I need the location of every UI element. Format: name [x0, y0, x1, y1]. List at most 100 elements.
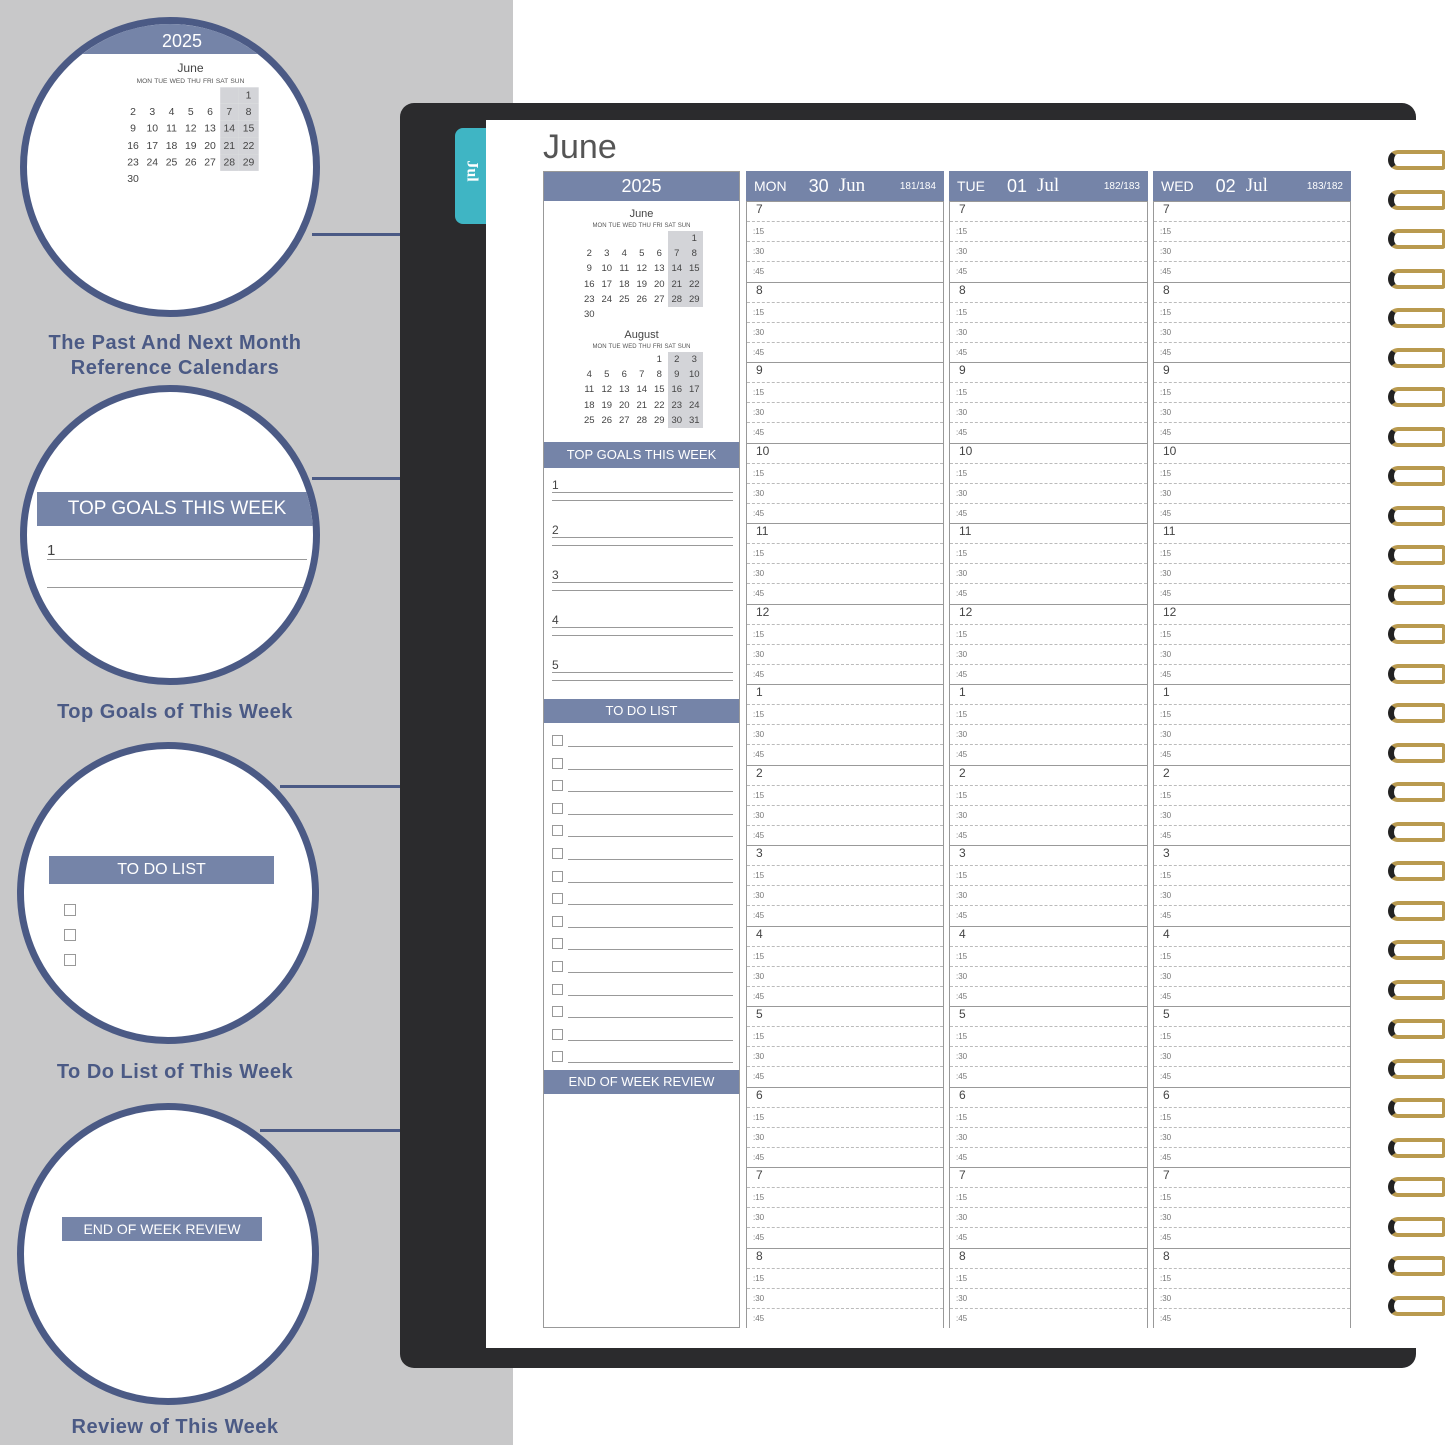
quarter-slot[interactable]: :30 — [950, 1046, 1147, 1066]
hour-slot[interactable]: 12 — [747, 603, 943, 624]
hour-slot[interactable]: 4 — [747, 925, 943, 946]
todo-checkbox[interactable] — [552, 780, 563, 792]
quarter-slot[interactable]: :45 — [747, 824, 943, 845]
quarter-slot[interactable]: :30 — [747, 241, 943, 261]
quarter-slot[interactable]: :30 — [747, 563, 943, 583]
hour-slot[interactable]: 11 — [1154, 523, 1350, 543]
quarter-slot[interactable]: :30 — [1154, 1207, 1350, 1227]
quarter-slot[interactable]: :30 — [747, 482, 943, 503]
todo-line[interactable] — [568, 914, 733, 928]
hour-slot[interactable]: 11 — [747, 523, 943, 543]
quarter-slot[interactable]: :15 — [950, 382, 1147, 402]
quarter-slot[interactable]: :15 — [747, 382, 943, 402]
todo-checkbox[interactable] — [552, 848, 563, 859]
quarter-slot[interactable]: :15 — [1154, 623, 1350, 644]
month-tab[interactable]: Jul — [455, 128, 489, 224]
quarter-slot[interactable]: :45 — [747, 1307, 943, 1328]
quarter-slot[interactable]: :30 — [950, 241, 1147, 261]
quarter-slot[interactable]: :30 — [950, 1287, 1147, 1308]
goal-line[interactable]: 3 — [552, 568, 733, 583]
quarter-slot[interactable]: :15 — [950, 1267, 1147, 1288]
quarter-slot[interactable]: :15 — [747, 1187, 943, 1207]
quarter-slot[interactable]: :15 — [1154, 784, 1350, 805]
quarter-slot[interactable]: :30 — [747, 965, 943, 986]
quarter-slot[interactable]: :45 — [747, 985, 943, 1006]
hour-slot[interactable]: 6 — [950, 1086, 1147, 1107]
quarter-slot[interactable]: :45 — [1154, 1146, 1350, 1167]
hour-slot[interactable]: 9 — [747, 362, 943, 382]
quarter-slot[interactable]: :15 — [1154, 865, 1350, 885]
hour-slot[interactable]: 9 — [1154, 362, 1350, 382]
quarter-slot[interactable]: :30 — [1154, 563, 1350, 583]
quarter-slot[interactable]: :15 — [1154, 1106, 1350, 1127]
quarter-slot[interactable]: :15 — [950, 1026, 1147, 1046]
quarter-slot[interactable]: :15 — [1154, 543, 1350, 563]
todo-line[interactable] — [568, 936, 733, 951]
quarter-slot[interactable]: :30 — [950, 643, 1147, 664]
quarter-slot[interactable]: :15 — [747, 1026, 943, 1046]
quarter-slot[interactable]: :45 — [747, 583, 943, 603]
quarter-slot[interactable]: :45 — [747, 1066, 943, 1086]
todo-checkbox[interactable] — [552, 938, 563, 950]
hour-slot[interactable]: 12 — [950, 603, 1147, 624]
quarter-slot[interactable]: :15 — [747, 865, 943, 885]
hour-slot[interactable]: 4 — [950, 925, 1147, 946]
quarter-slot[interactable]: :15 — [950, 1106, 1147, 1127]
quarter-slot[interactable]: :30 — [1154, 643, 1350, 664]
quarter-slot[interactable]: :30 — [1154, 1046, 1350, 1066]
quarter-slot[interactable]: :30 — [1154, 965, 1350, 986]
hour-slot[interactable]: 8 — [950, 1247, 1147, 1268]
quarter-slot[interactable]: :45 — [747, 1146, 943, 1167]
quarter-slot[interactable]: :30 — [950, 885, 1147, 905]
quarter-slot[interactable]: :45 — [1154, 1066, 1350, 1086]
goal-line[interactable]: 5 — [552, 658, 733, 673]
todo-line[interactable] — [568, 982, 733, 996]
todo-checkbox[interactable] — [552, 735, 563, 746]
quarter-slot[interactable]: :15 — [747, 462, 943, 483]
quarter-slot[interactable]: :45 — [950, 985, 1147, 1006]
todo-line[interactable] — [568, 801, 733, 815]
quarter-slot[interactable]: :30 — [1154, 402, 1350, 422]
hour-slot[interactable]: 12 — [1154, 603, 1350, 624]
quarter-slot[interactable]: :30 — [1154, 482, 1350, 503]
todo-line[interactable] — [568, 823, 733, 838]
quarter-slot[interactable]: :45 — [950, 905, 1147, 925]
quarter-slot[interactable]: :45 — [747, 744, 943, 764]
goal-line[interactable]: 2 — [552, 523, 733, 538]
quarter-slot[interactable]: :30 — [950, 1126, 1147, 1147]
quarter-slot[interactable]: :45 — [1154, 261, 1350, 281]
hour-slot[interactable]: 1 — [1154, 684, 1350, 704]
quarter-slot[interactable]: :15 — [950, 543, 1147, 563]
quarter-slot[interactable]: :30 — [747, 804, 943, 825]
todo-checkbox[interactable] — [552, 825, 563, 837]
quarter-slot[interactable]: :45 — [747, 341, 943, 362]
quarter-slot[interactable]: :15 — [1154, 1267, 1350, 1288]
todo-checkbox[interactable] — [552, 915, 563, 927]
hour-slot[interactable]: 7 — [1154, 1167, 1350, 1187]
quarter-slot[interactable]: :15 — [1154, 704, 1350, 724]
quarter-slot[interactable]: :15 — [747, 221, 943, 241]
quarter-slot[interactable]: :15 — [747, 623, 943, 644]
todo-line[interactable] — [568, 891, 733, 906]
quarter-slot[interactable]: :30 — [747, 402, 943, 422]
quarter-slot[interactable]: :15 — [950, 945, 1147, 966]
goal-line[interactable] — [552, 635, 733, 636]
quarter-slot[interactable]: :30 — [1154, 1126, 1350, 1147]
quarter-slot[interactable]: :15 — [747, 1267, 943, 1288]
todo-checkbox[interactable] — [552, 983, 563, 995]
quarter-slot[interactable]: :45 — [1154, 1227, 1350, 1247]
quarter-slot[interactable]: :15 — [747, 784, 943, 805]
quarter-slot[interactable]: :15 — [950, 1187, 1147, 1207]
quarter-slot[interactable]: :45 — [1154, 824, 1350, 845]
goal-line[interactable] — [552, 500, 733, 501]
quarter-slot[interactable]: :15 — [747, 301, 943, 322]
quarter-slot[interactable]: :30 — [747, 1046, 943, 1066]
hour-slot[interactable]: 6 — [1154, 1086, 1350, 1107]
quarter-slot[interactable]: :15 — [1154, 462, 1350, 483]
goal-line[interactable] — [552, 545, 733, 546]
todo-line[interactable] — [568, 733, 733, 747]
quarter-slot[interactable]: :45 — [950, 824, 1147, 845]
quarter-slot[interactable]: :45 — [1154, 1307, 1350, 1328]
quarter-slot[interactable]: :30 — [950, 563, 1147, 583]
quarter-slot[interactable]: :45 — [747, 261, 943, 281]
